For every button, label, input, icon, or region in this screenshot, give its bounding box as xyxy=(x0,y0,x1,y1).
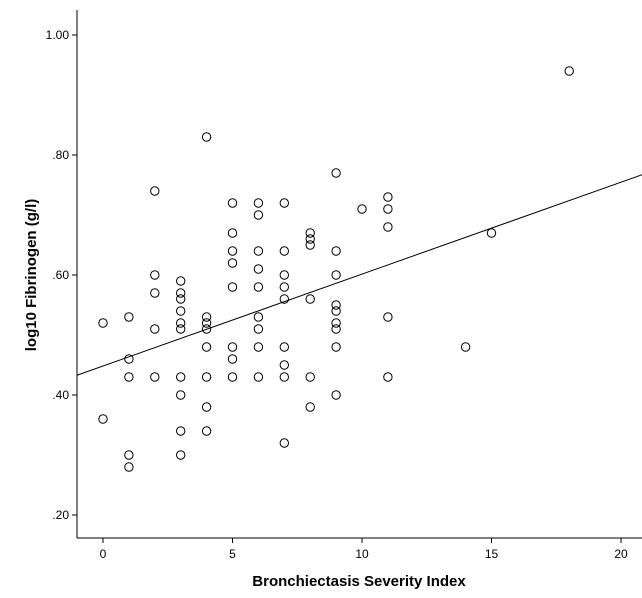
data-point xyxy=(331,390,341,400)
fit-line-layer xyxy=(76,174,642,376)
x-tick-label: 5 xyxy=(229,547,236,561)
data-point xyxy=(253,264,264,274)
data-point xyxy=(383,222,393,232)
data-point xyxy=(279,360,289,370)
data-point xyxy=(150,186,160,196)
data-point xyxy=(253,324,264,334)
x-axis-title: Bronchiectasis Severity Index xyxy=(252,573,466,590)
data-point xyxy=(305,228,315,238)
data-point xyxy=(176,450,186,460)
data-point xyxy=(124,312,134,322)
tick-labels: .20 .40 .60 .80 1.00 0 5 10 15 20 xyxy=(46,28,628,561)
data-point xyxy=(176,372,186,382)
y-tick-label: .80 xyxy=(52,148,69,162)
data-point xyxy=(201,426,212,436)
data-points xyxy=(98,66,574,472)
data-point xyxy=(331,318,341,328)
data-point xyxy=(227,354,238,364)
data-point xyxy=(357,204,367,214)
data-point xyxy=(486,228,497,238)
y-axis-title: log10 Fibrinogen (g/l) xyxy=(23,199,40,352)
x-tick-label: 20 xyxy=(614,547,628,561)
data-point xyxy=(253,342,264,352)
data-point xyxy=(331,246,341,256)
data-point xyxy=(331,300,341,310)
data-point xyxy=(279,282,289,292)
y-tick-label: .40 xyxy=(52,388,69,402)
data-point xyxy=(150,288,160,298)
data-point xyxy=(150,324,160,334)
data-point xyxy=(279,270,289,280)
data-point xyxy=(331,270,341,280)
data-point xyxy=(227,246,238,256)
data-point xyxy=(227,282,238,292)
data-point xyxy=(201,402,212,412)
data-point xyxy=(279,372,289,382)
data-point xyxy=(98,318,108,328)
data-point xyxy=(331,324,341,334)
data-point xyxy=(279,246,289,256)
data-point xyxy=(124,372,134,382)
data-point xyxy=(150,372,160,382)
y-tick-label: .20 xyxy=(52,508,69,522)
data-point xyxy=(279,294,289,304)
data-point xyxy=(564,66,574,76)
data-point xyxy=(201,318,212,328)
data-point xyxy=(305,402,315,412)
data-point xyxy=(279,342,289,352)
x-tick-label: 10 xyxy=(355,547,369,561)
data-point xyxy=(279,198,289,208)
data-point xyxy=(253,282,264,292)
data-point xyxy=(124,354,134,364)
data-point xyxy=(331,342,341,352)
data-point xyxy=(176,426,186,436)
data-point xyxy=(331,306,341,316)
data-point xyxy=(253,246,264,256)
data-point xyxy=(253,198,264,208)
x-tick-label: 0 xyxy=(100,547,107,561)
data-point xyxy=(227,372,238,382)
data-point xyxy=(124,450,134,460)
data-point xyxy=(176,276,186,286)
data-point xyxy=(279,438,289,448)
data-point xyxy=(201,372,212,382)
data-point xyxy=(383,204,393,214)
data-point xyxy=(305,372,315,382)
data-point xyxy=(305,240,315,250)
data-point xyxy=(253,312,264,322)
data-point xyxy=(460,342,471,352)
data-point xyxy=(227,228,238,238)
data-point xyxy=(124,462,134,472)
data-point xyxy=(150,270,160,280)
y-tick-label: .60 xyxy=(52,268,69,282)
x-tick-label: 15 xyxy=(485,547,499,561)
data-point xyxy=(176,306,186,316)
data-point xyxy=(201,342,212,352)
data-point xyxy=(253,372,264,382)
data-point xyxy=(253,210,264,220)
data-point xyxy=(227,342,238,352)
data-point xyxy=(383,312,393,322)
data-point xyxy=(201,132,212,142)
y-tick-label: 1.00 xyxy=(46,28,70,42)
regression-line xyxy=(76,174,642,376)
data-point xyxy=(176,288,186,298)
axes xyxy=(72,10,642,543)
data-point xyxy=(383,192,393,202)
data-point xyxy=(227,198,238,208)
data-point xyxy=(331,168,341,178)
data-point xyxy=(176,390,186,400)
data-point xyxy=(305,294,315,304)
data-point xyxy=(176,324,186,334)
data-point xyxy=(176,294,186,304)
data-point xyxy=(176,318,186,328)
data-point xyxy=(201,324,212,334)
data-point xyxy=(305,234,315,244)
data-point xyxy=(383,372,393,382)
data-point xyxy=(98,414,108,424)
data-point xyxy=(227,258,238,268)
data-point xyxy=(201,312,212,322)
